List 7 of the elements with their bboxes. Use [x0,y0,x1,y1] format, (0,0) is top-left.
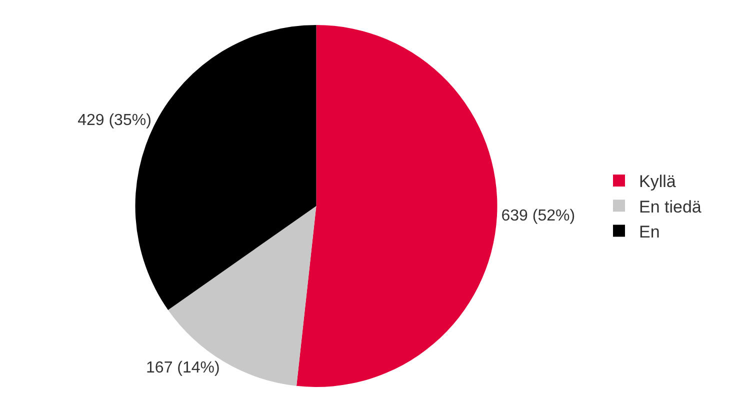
pie-slice [296,25,497,387]
data-label: 167 (14%) [146,360,220,377]
data-label: 639 (52%) [501,207,576,224]
data-label: 429 (35%) [78,112,152,130]
legend-label: En [639,222,660,242]
legend-label: Kyllä [639,172,676,192]
legend-label: En tiedä [639,197,702,216]
